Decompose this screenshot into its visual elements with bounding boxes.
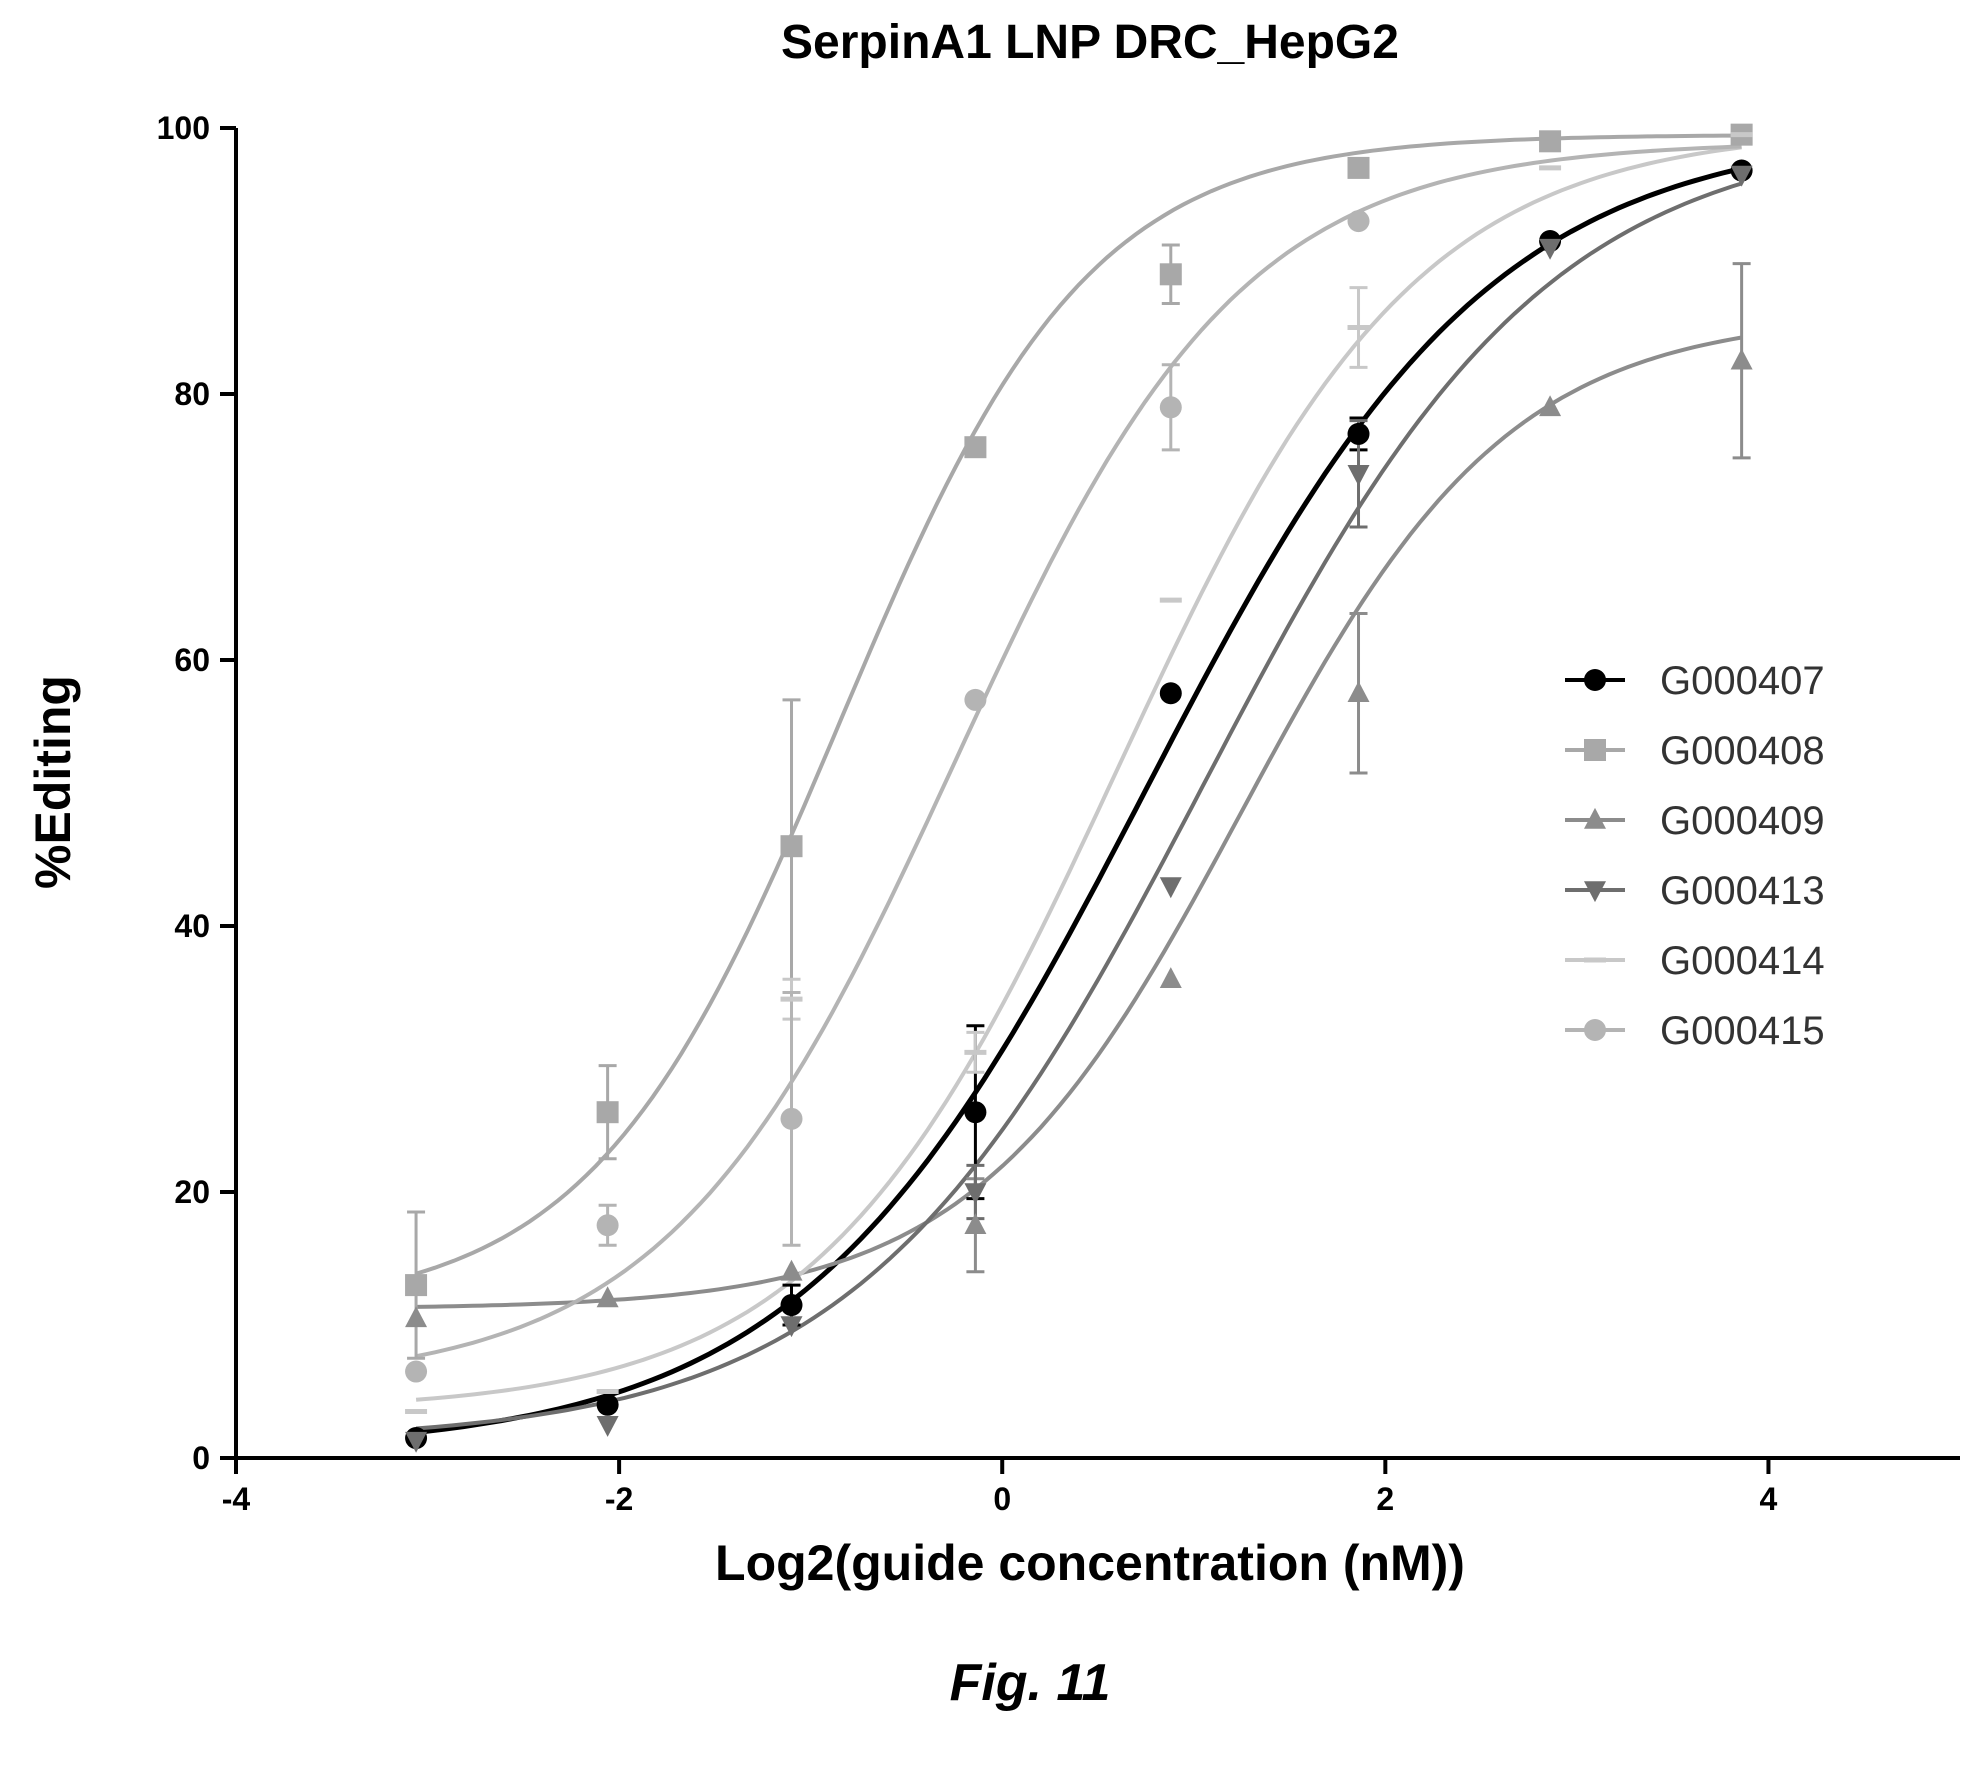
y-tick-label: 60 (174, 642, 210, 678)
fit-curve (415, 133, 1742, 1276)
fit-curve (415, 144, 1742, 1359)
data-point (1347, 210, 1370, 233)
legend-marker (1584, 669, 1606, 691)
data-point (964, 1213, 987, 1235)
data-point (1159, 967, 1182, 988)
data-point (1730, 348, 1753, 370)
data-point (1159, 682, 1182, 705)
data-point (1539, 395, 1562, 417)
data-point (405, 1360, 428, 1383)
data-point (1730, 165, 1753, 187)
legend-label: G000415 (1660, 1009, 1825, 1053)
data-point (1159, 877, 1182, 899)
data-point (1159, 263, 1182, 286)
data-point (1347, 465, 1370, 486)
y-axis-label: %Editing (25, 675, 81, 889)
x-tick-label: -2 (605, 1481, 633, 1517)
data-point (1159, 396, 1182, 419)
x-tick-label: -4 (222, 1481, 251, 1517)
data-point (964, 1183, 987, 1205)
fit-curves (415, 133, 1743, 1435)
legend: G000407 G000408 G000409 G000413 G000414 G0004… (1565, 659, 1825, 1053)
legend-label: G000409 (1660, 799, 1825, 843)
data-point (780, 835, 803, 858)
y-tick-label: 20 (174, 1174, 210, 1210)
data-point (780, 1107, 803, 1130)
x-axis-label: Log2(guide concentration (nM)) (715, 1535, 1465, 1591)
y-tick-label: 0 (192, 1440, 210, 1476)
data-point (405, 1306, 428, 1328)
legend-label: G000414 (1660, 939, 1825, 983)
x-tick-label: 4 (1760, 1481, 1778, 1517)
fit-curve (415, 145, 1742, 1402)
data-point (405, 1431, 428, 1453)
fit-curve (415, 166, 1743, 1435)
data-point (596, 1393, 619, 1416)
chart-title: SerpinA1 LNP DRC_HepG2 (781, 16, 1399, 69)
data-point (1347, 422, 1370, 445)
data-point (596, 1101, 619, 1124)
data-point (964, 688, 987, 711)
data-point (405, 1274, 428, 1297)
data-point (780, 1294, 803, 1317)
y-tick-label: 40 (174, 908, 210, 944)
data-point (596, 1214, 619, 1237)
y-axis: 0 20 40 60 80 100 (157, 110, 238, 1476)
legend-marker (1584, 807, 1606, 829)
data-point (1539, 238, 1562, 260)
legend-label: G000408 (1660, 729, 1825, 773)
fit-curve (416, 335, 1742, 1309)
data-point (596, 1286, 619, 1308)
data-point (1347, 681, 1370, 703)
figure-caption: Fig. 11 (950, 1654, 1111, 1712)
x-axis: -4 -2 0 2 4 (222, 1456, 1960, 1517)
data-point (1347, 156, 1370, 179)
legend-label: G000413 (1660, 869, 1825, 913)
legend-marker (1584, 881, 1606, 903)
x-tick-label: 0 (993, 1481, 1011, 1517)
x-tick-label: 2 (1376, 1481, 1394, 1517)
legend-marker (1584, 1019, 1606, 1041)
y-tick-label: 80 (174, 376, 210, 412)
fit-curve (415, 181, 1743, 1431)
y-tick-label: 100 (157, 110, 210, 146)
data-point (964, 1101, 987, 1124)
legend-label: G000407 (1660, 659, 1825, 703)
data-point (1539, 130, 1562, 153)
data-point (780, 1259, 803, 1281)
data-point (596, 1415, 619, 1437)
data-point (964, 436, 987, 459)
legend-marker (1584, 739, 1606, 761)
data-point (780, 1316, 803, 1338)
data-points (405, 123, 1753, 1453)
